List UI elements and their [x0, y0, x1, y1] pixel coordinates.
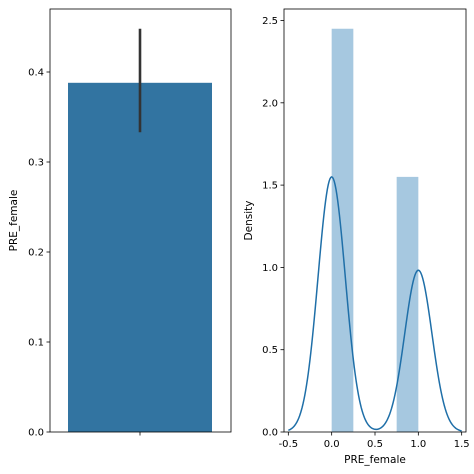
- y-axis-label: PRE_female: [8, 190, 20, 252]
- y-axis-label: Density: [243, 201, 255, 241]
- x-axis-label: PRE_female: [344, 454, 406, 466]
- x-tick-label: 1.5: [454, 439, 470, 450]
- left-bar-chart: 0.0 0.1 0.2 0.3 0.4 PRE_female: [8, 8, 232, 439]
- y-tick-label: 0.3: [28, 158, 44, 169]
- y-tick-label: 1.0: [262, 263, 278, 274]
- x-tick-label: -0.5: [279, 439, 299, 450]
- x-tick-label: 0.0: [324, 439, 340, 450]
- x-tick-label: 0.5: [367, 439, 383, 450]
- right-histogram-chart: 0.00.51.01.52.02.5-0.5 0.0 0.5 1.0 1.5PRE_fe…: [243, 8, 470, 466]
- y-tick-label: 0.0: [262, 428, 278, 439]
- y-tick-label: 0.5: [262, 345, 278, 356]
- bar: [68, 82, 212, 433]
- y-tick-label: 0.0: [28, 428, 44, 439]
- histogram-bar: [396, 176, 419, 432]
- y-tick-label: 2.0: [262, 98, 278, 109]
- y-tick-label: 1.5: [262, 181, 278, 192]
- y-tick-label: 0.1: [28, 338, 44, 349]
- axes-frame: [283, 8, 467, 433]
- histogram-bar: [331, 28, 354, 432]
- axes-frame: [49, 8, 232, 433]
- kde-curve: [288, 175, 462, 432]
- y-tick-label: 0.2: [28, 248, 44, 259]
- x-tick-label: 1.0: [410, 439, 426, 450]
- y-tick-label: 0.4: [28, 68, 44, 79]
- y-tick-label: 2.5: [262, 16, 278, 27]
